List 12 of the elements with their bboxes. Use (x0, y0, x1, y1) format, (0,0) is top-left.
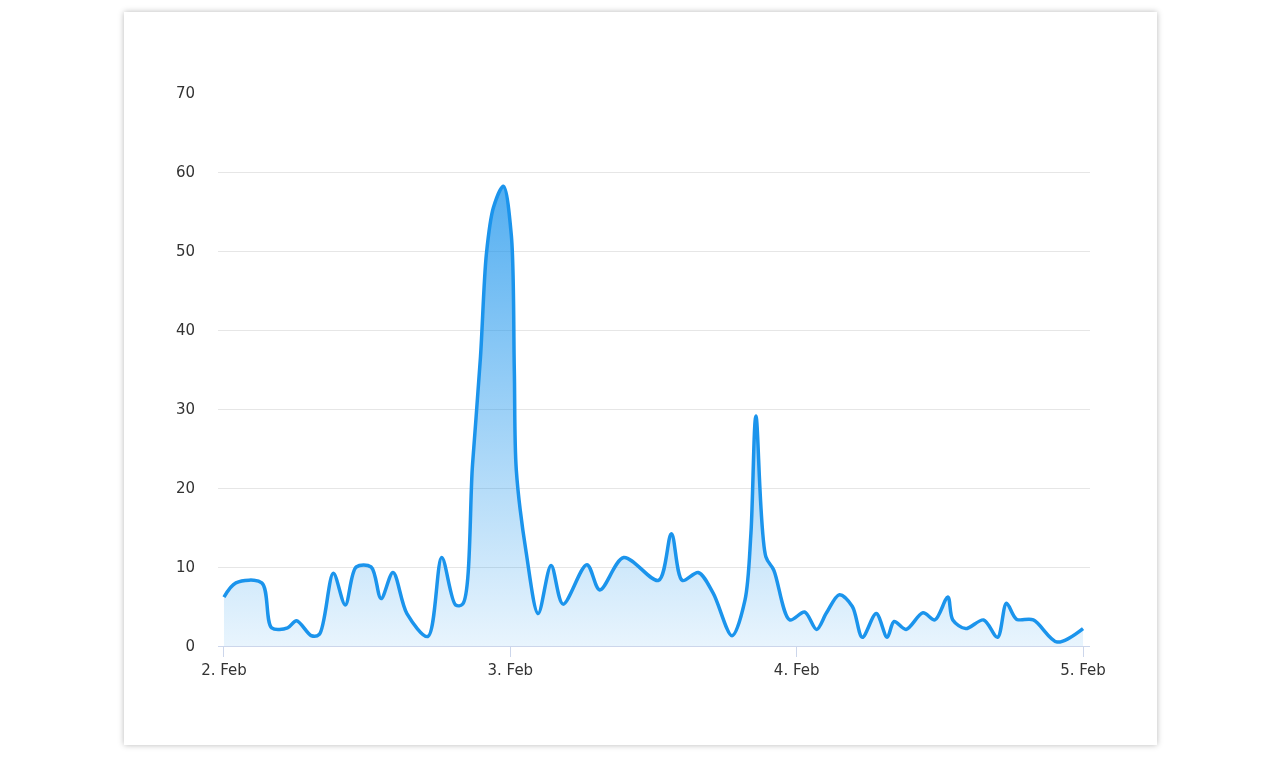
x-tick-label: 5. Feb (1060, 661, 1106, 679)
x-tick-label: 4. Feb (773, 661, 820, 679)
y-tick-label: 60 (175, 163, 195, 182)
y-tick-label: 30 (175, 400, 195, 419)
y-tick-label: 0 (185, 637, 195, 656)
x-tick-label: 3. Feb (487, 661, 534, 679)
y-tick-label: 40 (175, 321, 195, 340)
y-tick-label: 50 (175, 242, 195, 261)
y-tick-label: 70 (175, 84, 195, 103)
y-tick-label: 10 (175, 558, 195, 577)
x-tick-label: 2. Feb (201, 661, 247, 679)
y-tick-label: 20 (175, 479, 195, 498)
